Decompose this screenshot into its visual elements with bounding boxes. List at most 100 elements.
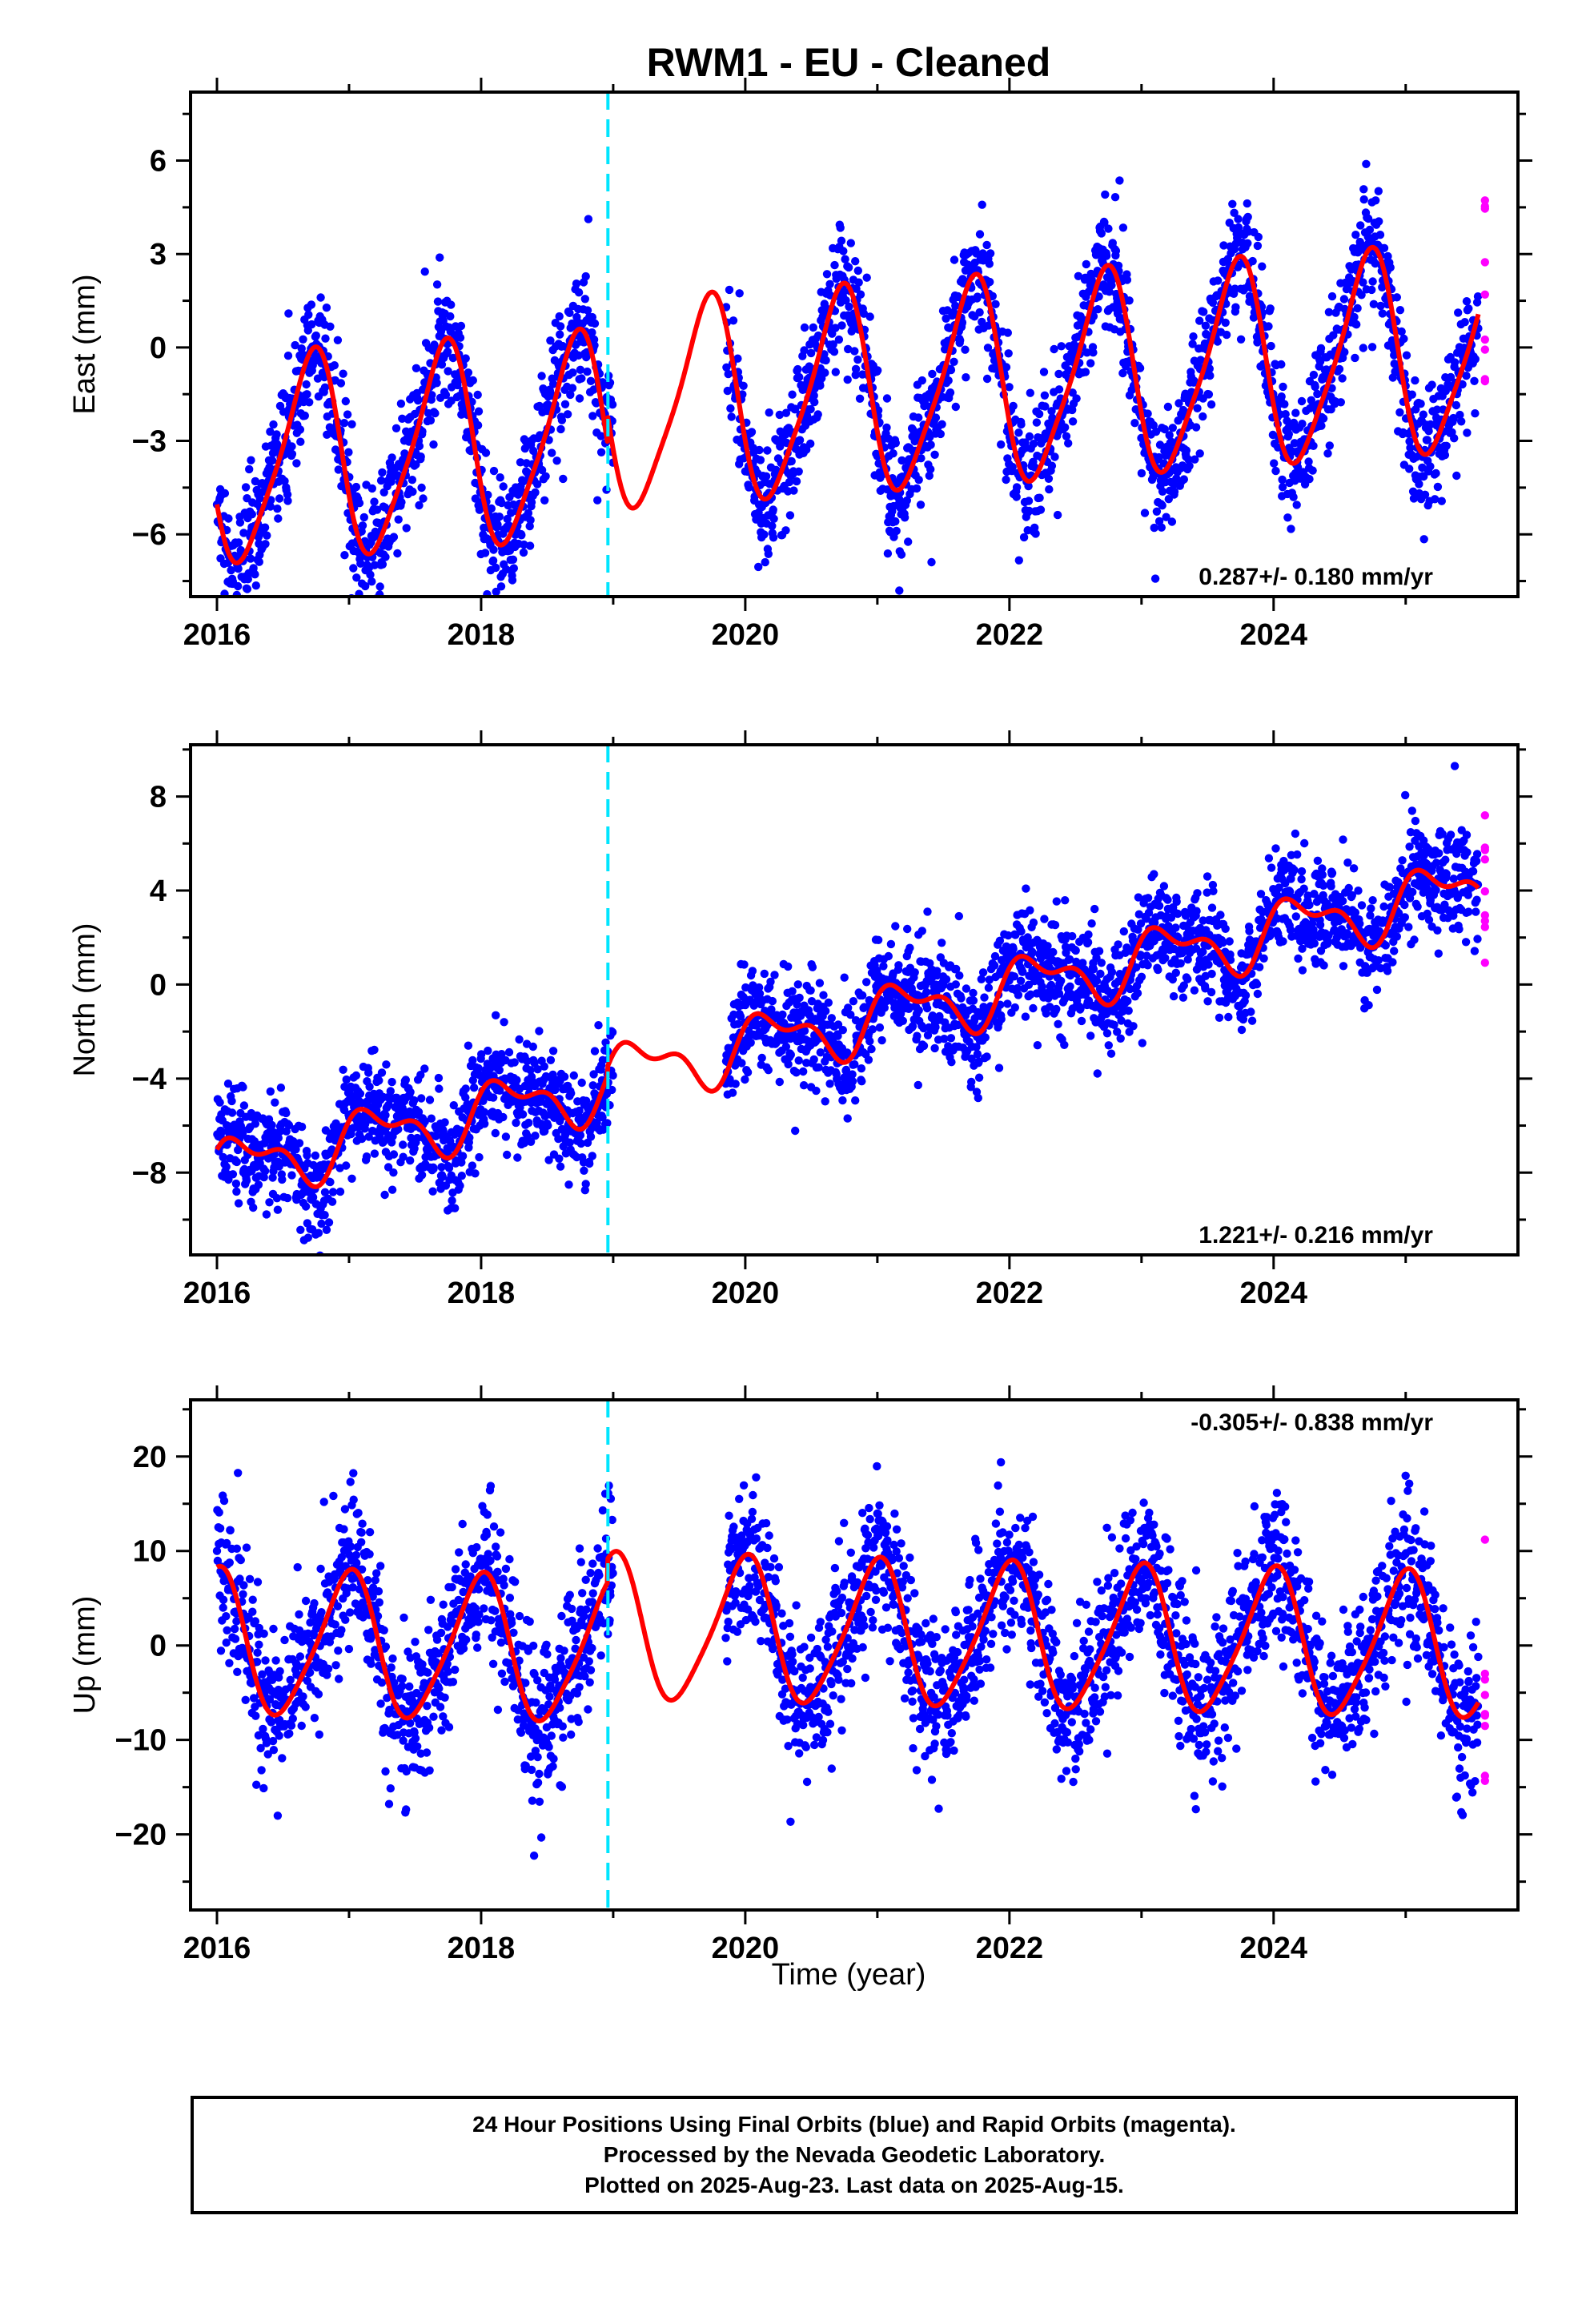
east-final-point <box>1199 308 1208 316</box>
east-final-point <box>292 459 301 468</box>
east-final-point <box>1277 392 1286 401</box>
east-final-point <box>1157 523 1166 532</box>
east-final-point <box>552 456 561 465</box>
north-final-point <box>322 1225 331 1235</box>
north-final-point <box>913 1080 923 1090</box>
east-final-point <box>1072 394 1081 403</box>
east-final-point <box>854 278 863 287</box>
east-final-point <box>533 480 542 489</box>
east-final-point <box>982 240 991 250</box>
east-final-point <box>1279 382 1287 392</box>
north-final-point <box>930 1043 939 1053</box>
east-final-point <box>1298 420 1307 428</box>
east-final-point <box>370 561 379 569</box>
east-final-point <box>1266 304 1275 313</box>
east-final-point <box>420 267 429 276</box>
east-final-point <box>283 490 292 499</box>
north-final-point <box>946 1034 956 1043</box>
north-final-point <box>867 1044 876 1054</box>
east-final-point <box>322 304 331 312</box>
east-final-point <box>986 249 995 258</box>
east-final-point <box>1327 292 1337 301</box>
north-final-point <box>303 1151 311 1160</box>
east-final-point <box>1125 296 1134 305</box>
east-final-point <box>320 383 330 392</box>
east-final-point <box>376 476 386 485</box>
east-final-point <box>891 439 901 448</box>
east-final-point <box>1047 461 1057 470</box>
north-final-point <box>875 1023 885 1032</box>
east-final-point <box>843 375 852 384</box>
north-final-point <box>347 1174 356 1184</box>
north-final-point <box>1068 931 1077 941</box>
east-final-point <box>1182 446 1191 455</box>
north-final-point <box>1169 991 1178 1001</box>
east-final-point <box>1189 332 1198 341</box>
north-final-point <box>518 1110 528 1119</box>
east-final-point <box>1222 330 1231 340</box>
east-final-point <box>419 494 428 503</box>
north-final-point <box>1163 895 1172 904</box>
east-final-point <box>381 553 390 561</box>
north-final-point <box>512 1118 520 1128</box>
east-final-point <box>535 401 544 411</box>
east-final-point <box>793 364 802 374</box>
east-final-point <box>1367 285 1376 295</box>
east-final-point <box>287 449 297 459</box>
east-final-point <box>596 432 605 440</box>
east-final-point <box>280 476 289 485</box>
east-final-point <box>1254 232 1263 242</box>
east-final-point <box>841 296 850 305</box>
east-final-point <box>791 404 800 413</box>
east-final-point <box>950 357 958 366</box>
north-final-point <box>531 1132 540 1140</box>
north-final-point <box>951 980 961 989</box>
north-final-point <box>234 1199 243 1208</box>
east-final-point <box>303 390 311 399</box>
north-final-point <box>1176 959 1185 968</box>
north-final-point <box>1090 904 1099 914</box>
north-final-point <box>1083 938 1093 947</box>
east-final-point <box>1002 363 1011 372</box>
east-final-point <box>1248 256 1257 266</box>
east-final-point <box>596 448 606 456</box>
north-final-point <box>809 1055 818 1064</box>
east-final-point <box>725 285 734 295</box>
east-final-point <box>341 396 350 406</box>
north-final-point <box>967 1077 976 1087</box>
east-final-point <box>951 402 961 412</box>
east-final-point <box>1309 370 1319 380</box>
north-final-point <box>475 1152 484 1162</box>
east-final-point <box>408 476 417 485</box>
east-final-point <box>489 466 499 476</box>
north-final-point <box>435 1084 444 1093</box>
north-final-point <box>488 1093 498 1102</box>
north-final-point <box>567 1089 576 1098</box>
north-final-point <box>1014 991 1023 999</box>
north-final-point <box>1060 1040 1069 1050</box>
east-final-point <box>608 400 617 409</box>
east-final-point <box>408 487 417 497</box>
east-final-point <box>416 452 425 461</box>
east-final-point <box>525 521 534 531</box>
east-final-point <box>1291 408 1300 417</box>
east-final-point <box>283 352 293 360</box>
east-final-point <box>583 367 592 376</box>
north-final-point <box>215 1098 224 1107</box>
east-final-point <box>925 471 934 480</box>
east-final-point <box>806 404 815 414</box>
east-final-point <box>556 424 565 434</box>
east-final-point <box>831 324 840 332</box>
east-final-point <box>1104 224 1113 233</box>
east-final-point <box>588 328 596 337</box>
east-final-point <box>1193 404 1202 412</box>
east-final-point <box>429 440 438 449</box>
east-final-point <box>496 582 506 591</box>
east-final-point <box>1280 400 1289 408</box>
east-final-point <box>928 369 937 379</box>
east-final-point <box>355 589 363 597</box>
north-final-point <box>942 975 951 984</box>
east-final-point <box>845 302 853 312</box>
north-final-point <box>1094 947 1104 955</box>
east-final-point <box>1359 195 1368 204</box>
